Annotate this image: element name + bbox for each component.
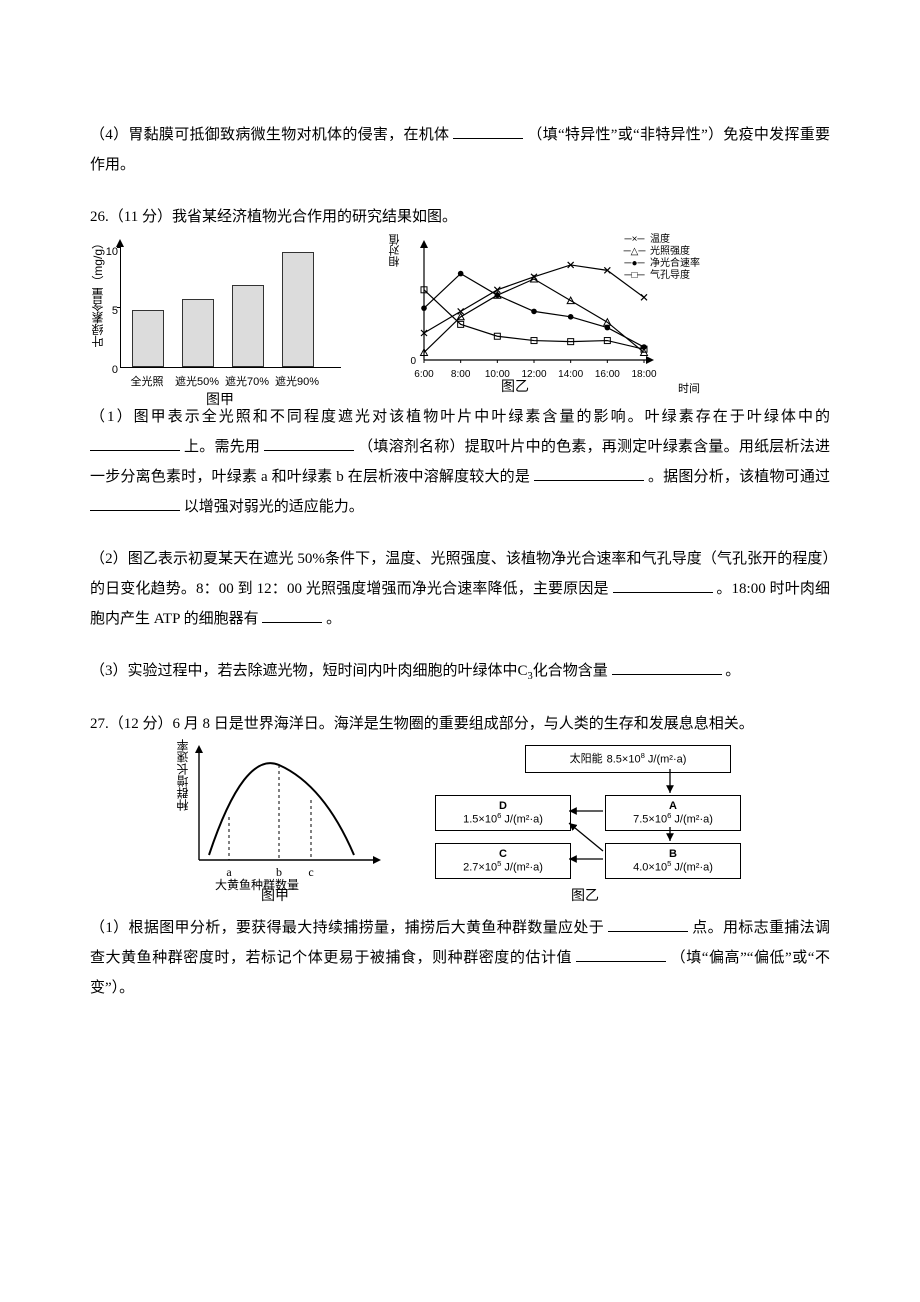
- fig-yi-caption: 图乙: [390, 374, 640, 402]
- xtick-c: c: [308, 860, 313, 884]
- blank[interactable]: [576, 946, 666, 962]
- ytick-10: 10: [102, 241, 118, 263]
- blank[interactable]: [90, 495, 180, 511]
- q27-fig-yi-caption: 图乙: [425, 883, 745, 911]
- blank[interactable]: [264, 435, 354, 451]
- sun-val: 8.5×108 J/(m²·a): [607, 752, 687, 766]
- bar-0: [132, 310, 164, 367]
- ytick-0: 0: [102, 359, 118, 381]
- box-C: C 2.7×105 J/(m²·a): [435, 843, 571, 879]
- B-val: 4.0×105 J/(m²·a): [633, 860, 713, 874]
- q26-part1: （1）图甲表示全光照和不同程度遮光对该植物叶片中叶绿素含量的影响。叶绿素存在于叶…: [90, 402, 830, 522]
- legend-row-1: ─△─ 光照强度: [622, 246, 701, 258]
- blank[interactable]: [262, 607, 322, 623]
- bar-2: [232, 285, 264, 367]
- box-A: A 7.5×106 J/(m²·a): [605, 795, 741, 831]
- D-val: 1.5×106 J/(m²·a): [463, 812, 543, 826]
- q27-fig-jia-svg: [189, 745, 389, 875]
- fig-jia-barplot: 叶绿素含量（mg/g） 0 5 10 全光照遮光50%遮光70%遮光90% 图甲: [90, 243, 350, 398]
- text: 化合物含量: [533, 663, 608, 679]
- C-val: 2.7×105 J/(m²·a): [463, 860, 543, 874]
- fig-yi-xlabel: 时间: [678, 378, 700, 400]
- blank[interactable]: [613, 577, 713, 593]
- text: （3）实验过程中，若去除遮光物，短时间内叶肉细胞的叶绿体中C: [90, 663, 528, 679]
- blank[interactable]: [90, 435, 180, 451]
- q27-fig-jia-caption: 图甲: [175, 883, 375, 911]
- sun-label: 太阳能: [570, 753, 603, 765]
- legend-row-0: ─×─ 温度: [622, 234, 701, 246]
- q26-part2: （2）图乙表示初夏某天在遮光 50%条件下，温度、光照强度、该植物净光合速率和气…: [90, 544, 830, 634]
- q26-part3: （3）实验过程中，若去除遮光物，短时间内叶肉细胞的叶绿体中C3化合物含量 。: [90, 656, 830, 687]
- fig-jia-caption: 图甲: [90, 387, 350, 415]
- q27-figure-row: 种群增长速率 a b c 大黄鱼种群数量 图甲 太阳能: [90, 745, 830, 907]
- text: 上。需先用: [184, 439, 260, 455]
- q27-stem: 27.（12 分）6 月 8 日是世界海洋日。海洋是生物圈的重要组成部分，与人类…: [90, 709, 830, 739]
- q27-fig-jia: 种群增长速率 a b c 大黄鱼种群数量 图甲: [175, 745, 375, 907]
- fig-yi-lineplot: 相对值 0 6:008:0010:0012:0014:0016:0018:00 …: [390, 240, 700, 398]
- q27-fig-yi: 太阳能 8.5×108 J/(m²·a) A 7.5×106 J/(m²·a) …: [425, 745, 745, 907]
- fig-yi-legend: ─×─ 温度─△─ 光照强度─●─ 净光合速率─□─ 气孔导度: [622, 234, 701, 282]
- box-D: D 1.5×106 J/(m²·a): [435, 795, 571, 831]
- A-val: 7.5×106 J/(m²·a): [633, 812, 713, 826]
- q25-part4-text-a: （4）胃黏膜可抵御致病微生物对机体的侵害，在机体: [90, 127, 449, 143]
- blank[interactable]: [612, 659, 722, 675]
- q27-part1: （1）根据图甲分析，要获得最大持续捕捞量，捕捞后大黄鱼种群数量应处于 点。用标志…: [90, 913, 830, 1003]
- text: 。据图分析，该植物可通过: [648, 469, 830, 485]
- bar-3: [282, 252, 314, 367]
- q26-stem: 26.（11 分）我省某经济植物光合作用的研究结果如图。: [90, 202, 830, 232]
- fig-yi-ylabel: 相对值: [384, 234, 406, 267]
- page: （4）胃黏膜可抵御致病微生物对机体的侵害，在机体 （填“特异性”或“非特异性”）…: [0, 0, 920, 1093]
- bar-1: [182, 299, 214, 367]
- bar-area: [120, 247, 340, 367]
- blank[interactable]: [453, 123, 523, 139]
- fig-yi-svg: 0: [404, 240, 654, 368]
- q25-part4: （4）胃黏膜可抵御致病微生物对机体的侵害，在机体 （填“特异性”或“非特异性”）…: [90, 120, 830, 180]
- legend-row-3: ─□─ 气孔导度: [622, 270, 701, 282]
- box-sun: 太阳能 8.5×108 J/(m²·a): [525, 745, 731, 773]
- text: 以增强对弱光的适应能力。: [184, 499, 364, 515]
- legend-row-2: ─●─ 净光合速率: [622, 258, 701, 270]
- blank[interactable]: [534, 465, 644, 481]
- q26-figure-row: 叶绿素含量（mg/g） 0 5 10 全光照遮光50%遮光70%遮光90% 图甲…: [90, 240, 830, 398]
- ytick-5: 5: [102, 300, 118, 322]
- box-B: B 4.0×105 J/(m²·a): [605, 843, 741, 879]
- text: 。: [326, 611, 341, 627]
- blank[interactable]: [608, 916, 688, 932]
- text: （1）根据图甲分析，要获得最大持续捕捞量，捕捞后大黄鱼种群数量应处于: [90, 920, 604, 936]
- text: 。: [725, 663, 740, 679]
